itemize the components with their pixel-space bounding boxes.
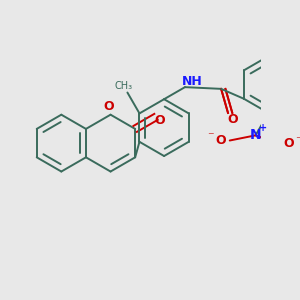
Text: O: O	[154, 114, 165, 127]
Text: NH: NH	[182, 76, 202, 88]
Text: O: O	[103, 100, 114, 112]
Text: ⁻: ⁻	[295, 134, 300, 147]
Text: ⁻: ⁻	[208, 130, 214, 144]
Text: CH₃: CH₃	[115, 82, 133, 92]
Text: +: +	[259, 124, 267, 134]
Text: O: O	[283, 137, 294, 151]
Text: N: N	[250, 128, 261, 142]
Text: O: O	[228, 113, 238, 126]
Text: O: O	[216, 134, 226, 147]
